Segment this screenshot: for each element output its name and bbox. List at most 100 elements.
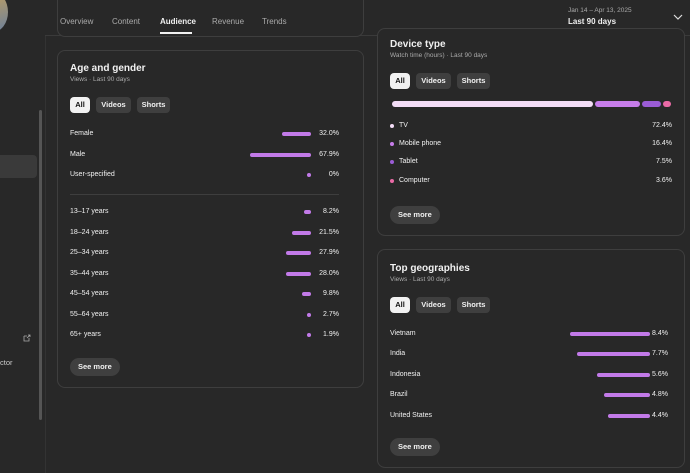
row-name: Indonesia <box>390 371 421 378</box>
row: 13–17 years 8.2% <box>58 207 363 217</box>
bar <box>608 414 650 418</box>
row-name: India <box>390 350 406 357</box>
stacked-segment <box>392 101 594 107</box>
card <box>57 0 364 37</box>
tab[interactable]: Revenue <box>212 17 245 26</box>
row: Female 32.0% <box>58 129 363 139</box>
row-value: 7.7% <box>652 350 668 357</box>
row-name: Vietnam <box>390 330 416 337</box>
bar <box>307 333 311 337</box>
legend-value: 16.4% <box>652 140 672 147</box>
row-name: 35–44 years <box>70 270 109 277</box>
card-subtitle: Views · Last 90 days <box>390 276 450 283</box>
filter-chip[interactable]: Videos <box>96 97 131 113</box>
row: 55–64 years 2.7% <box>58 310 363 320</box>
legend-dot <box>390 160 394 164</box>
row: 35–44 years 28.0% <box>58 269 363 279</box>
card-title: Device type <box>390 39 446 50</box>
filter-chip[interactable]: All <box>390 297 410 313</box>
row-value: 4.8% <box>652 391 668 398</box>
row-value: 8.2% <box>323 208 339 215</box>
card-subtitle: Watch time (hours) · Last 90 days <box>390 52 488 59</box>
row-value: 5.6% <box>652 371 668 378</box>
bar <box>291 231 311 235</box>
tab[interactable]: Trends <box>262 17 287 26</box>
legend-name: Mobile phone <box>399 140 442 147</box>
period[interactable]: Last 90 days <box>568 17 617 26</box>
row-value: 28.0% <box>319 270 339 277</box>
legend-row: TV 72.4% <box>378 121 684 131</box>
legend-name: Tablet <box>399 158 418 165</box>
row-name: 55–64 years <box>70 311 109 318</box>
legend-value: 72.4% <box>652 122 672 129</box>
row-name: 18–24 years <box>70 229 109 236</box>
tab[interactable]: Content <box>112 17 141 26</box>
tab[interactable]: Overview <box>60 17 94 26</box>
external-link-icon <box>23 334 31 342</box>
legend-value: 3.6% <box>656 177 672 184</box>
filter-chip[interactable]: Videos <box>416 73 451 89</box>
row: 18–24 years 21.5% <box>58 228 363 238</box>
row: Male 67.9% <box>58 150 363 160</box>
see-more-button[interactable]: See more <box>390 438 440 456</box>
filter-chip[interactable]: All <box>70 97 90 113</box>
row-name: Brazil <box>390 391 408 398</box>
row: Vietnam 8.4% <box>378 329 684 339</box>
row: United States 4.4% <box>378 411 684 421</box>
row-value: 67.9% <box>319 151 339 158</box>
filter-chip[interactable]: Shorts <box>137 97 170 113</box>
nav-fragment: ctor <box>0 358 13 367</box>
row-value: 27.9% <box>319 249 339 256</box>
bar <box>570 332 650 336</box>
bar <box>604 393 650 397</box>
see-more-button[interactable]: See more <box>390 206 440 224</box>
sidebar: ctor <box>0 0 46 473</box>
legend-dot <box>390 142 394 146</box>
avatar <box>0 0 8 32</box>
bar <box>307 173 311 177</box>
legend-name: Computer <box>399 177 430 184</box>
stacked-segment <box>595 101 640 107</box>
card-title: Age and gender <box>70 63 146 74</box>
filter-chip[interactable]: Videos <box>416 297 451 313</box>
row: 45–54 years 9.8% <box>58 289 363 299</box>
row-name: 13–17 years <box>70 208 109 215</box>
stacked-segment <box>641 101 661 107</box>
row-value: 4.4% <box>652 412 668 419</box>
legend-row: Mobile phone 16.4% <box>378 139 684 149</box>
bar <box>596 373 650 377</box>
dropdown-icon[interactable] <box>673 13 683 21</box>
row-name: 65+ years <box>70 331 101 338</box>
row-name: Male <box>70 151 86 158</box>
row: Brazil 4.8% <box>378 390 684 400</box>
legend-dot <box>390 179 394 183</box>
row: 65+ years 1.9% <box>58 330 363 340</box>
card-title: Top geographies <box>390 263 470 274</box>
bar <box>249 153 311 157</box>
row: India 7.7% <box>378 349 684 359</box>
row-name: Female <box>70 130 94 137</box>
filter-chip[interactable]: All <box>390 73 410 89</box>
scrollbar <box>39 110 42 420</box>
bar <box>303 210 311 214</box>
row-name: User-specified <box>70 171 115 178</box>
row: 25–34 years 27.9% <box>58 248 363 258</box>
filter-chip[interactable]: Shorts <box>457 297 490 313</box>
bar <box>302 292 311 296</box>
bar <box>282 132 311 136</box>
row-value: 9.8% <box>323 290 339 297</box>
legend-row: Computer 3.6% <box>378 176 684 186</box>
row: Indonesia 5.6% <box>378 370 684 380</box>
age-gender-card: Age and gender Views · Last 90 days All Vid… <box>57 50 364 388</box>
legend-row: Tablet 7.5% <box>378 157 684 167</box>
see-more-button[interactable]: See more <box>70 358 120 376</box>
row-value: 21.5% <box>319 229 339 236</box>
card-subtitle: Views · Last 90 days <box>70 76 130 83</box>
row-value: 32.0% <box>319 130 339 137</box>
date-range: Jan 14 – Apr 13, 2025 <box>568 7 632 14</box>
geographies-card: Top geographies Views · Last 90 days All Vi… <box>377 249 685 468</box>
tab[interactable]: Audience <box>160 17 197 26</box>
filter-chip[interactable]: Shorts <box>457 73 490 89</box>
row: User-specified 0% <box>58 170 363 180</box>
